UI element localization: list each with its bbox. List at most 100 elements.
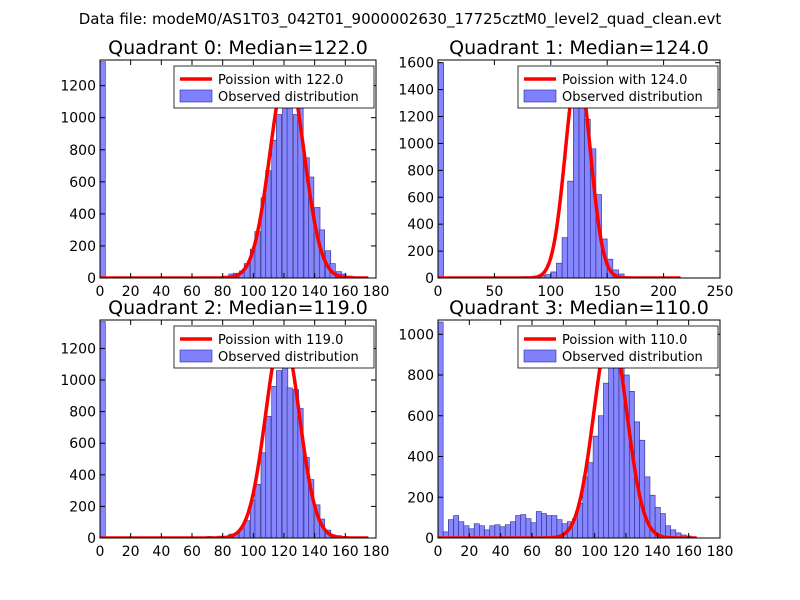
histogram-bar bbox=[463, 525, 470, 538]
axes-frame bbox=[99, 59, 377, 279]
subplot-quadrant-2: Quadrant 2: Median=119.00 20 40 60 80 100 120 1… bbox=[60, 297, 389, 560]
poisson-curve bbox=[100, 330, 370, 538]
y-tick-label: 1400 bbox=[398, 83, 434, 99]
poisson-curve bbox=[100, 67, 370, 278]
legend-label-poisson: Poission with 122.0 bbox=[218, 73, 343, 88]
legend-label-observed: Observed distribution bbox=[218, 90, 359, 105]
histogram-bar bbox=[551, 515, 558, 538]
x-tick-label: 100 bbox=[240, 544, 267, 560]
histogram-bar bbox=[546, 515, 553, 538]
y-tick-label: 400 bbox=[407, 450, 434, 466]
y-tick-label: 600 bbox=[69, 175, 96, 191]
x-tick-label: 60 bbox=[523, 544, 541, 560]
y-tick-label: 0 bbox=[87, 531, 96, 547]
legend-label-observed: Observed distribution bbox=[218, 350, 359, 365]
histogram-bar bbox=[297, 408, 304, 538]
histogram-bar bbox=[453, 515, 459, 538]
histogram-bar bbox=[556, 262, 563, 278]
x-tick-label: 140 bbox=[644, 544, 671, 560]
x-tick-label: 140 bbox=[301, 284, 328, 300]
histogram-bar bbox=[286, 90, 293, 278]
y-tick-label: 800 bbox=[407, 163, 434, 179]
legend-bar-swatch bbox=[523, 349, 557, 363]
histogram-bar bbox=[100, 321, 106, 538]
axes-frame bbox=[437, 319, 721, 539]
legend-label-poisson: Poission with 124.0 bbox=[562, 73, 687, 88]
y-tick-label: 1200 bbox=[398, 110, 434, 126]
x-tick-label: 80 bbox=[214, 544, 232, 560]
legend-bar-swatch bbox=[179, 349, 213, 363]
y-tick-label: 200 bbox=[69, 499, 96, 515]
y-tick-label: 1200 bbox=[60, 79, 96, 95]
x-tick-label: 200 bbox=[650, 284, 677, 300]
x-tick-label: 120 bbox=[271, 284, 298, 300]
histogram-bar bbox=[286, 387, 293, 538]
subplot-title: Quadrant 1: Median=124.0 bbox=[449, 37, 709, 59]
histogram-bar bbox=[550, 271, 557, 278]
legend: Poission with 110.0 Observed distribution bbox=[517, 325, 719, 369]
x-tick-label: 0 bbox=[96, 284, 105, 300]
poisson-curve bbox=[438, 328, 698, 538]
x-tick-label: 20 bbox=[122, 544, 140, 560]
x-tick-label: 80 bbox=[214, 284, 232, 300]
legend: Poission with 119.0 Observed distribution bbox=[173, 325, 375, 369]
x-tick-label: 180 bbox=[363, 284, 390, 300]
x-tick-label: 100 bbox=[581, 544, 608, 560]
histogram-bar bbox=[458, 521, 465, 538]
y-tick-label: 600 bbox=[407, 190, 434, 206]
x-tick-label: 160 bbox=[332, 544, 359, 560]
x-tick-label: 140 bbox=[301, 544, 328, 560]
subplot-title: Quadrant 2: Median=119.0 bbox=[108, 297, 368, 319]
subplot-grid: Quadrant 0: Median=122.00 20 40 60 80 100 120 1… bbox=[60, 37, 733, 560]
x-tick-label: 0 bbox=[96, 544, 105, 560]
histogram-bar bbox=[520, 514, 527, 538]
y-tick-label: 400 bbox=[69, 207, 96, 223]
y-tick-label: 1600 bbox=[398, 56, 434, 72]
histogram-bar bbox=[639, 439, 646, 538]
plot-area bbox=[438, 321, 698, 538]
y-tick-label: 0 bbox=[425, 271, 434, 287]
x-tick-label: 0 bbox=[434, 544, 443, 560]
subplot-quadrant-3: Quadrant 3: Median=110.00 20 40 60 80 100 120 1… bbox=[398, 297, 733, 560]
y-tick-label: 0 bbox=[425, 531, 434, 547]
histogram-bar bbox=[608, 354, 615, 538]
axes-frame bbox=[437, 59, 721, 279]
x-tick-label: 40 bbox=[492, 544, 510, 560]
histogram-bar bbox=[254, 483, 261, 538]
figure-suptitle: Data file: modeM0/AS1T03_042T01_90000026… bbox=[79, 10, 722, 29]
histogram-bar bbox=[489, 525, 496, 538]
y-tick-label: 600 bbox=[407, 409, 434, 425]
histogram-bar bbox=[265, 416, 272, 538]
y-tick-label: 200 bbox=[407, 490, 434, 506]
y-tick-label: 800 bbox=[69, 143, 96, 159]
x-tick-label: 250 bbox=[707, 284, 734, 300]
y-tick-label: 400 bbox=[407, 217, 434, 233]
legend-bar-swatch bbox=[523, 89, 557, 103]
histogram-bar bbox=[276, 114, 283, 278]
x-tick-label: 20 bbox=[122, 284, 140, 300]
subplot-title: Quadrant 3: Median=110.0 bbox=[449, 297, 709, 319]
x-tick-label: 100 bbox=[240, 284, 267, 300]
histogram-bar bbox=[567, 180, 574, 278]
y-tick-label: 1000 bbox=[60, 111, 96, 127]
y-tick-label: 1200 bbox=[60, 341, 96, 357]
x-tick-label: 100 bbox=[537, 284, 564, 300]
y-tick-label: 1000 bbox=[398, 136, 434, 152]
histogram-bar bbox=[603, 382, 609, 538]
subplot-title: Quadrant 0: Median=122.0 bbox=[108, 37, 368, 59]
x-tick-label: 120 bbox=[271, 544, 298, 560]
histogram-bar bbox=[660, 513, 666, 538]
histogram-bar bbox=[561, 237, 569, 278]
x-tick-label: 50 bbox=[485, 284, 503, 300]
y-tick-label: 0 bbox=[87, 271, 96, 287]
y-tick-label: 200 bbox=[69, 239, 96, 255]
legend: Poission with 124.0 Observed distribution bbox=[517, 65, 719, 109]
y-tick-label: 200 bbox=[407, 244, 434, 260]
histogram-bar bbox=[473, 523, 480, 538]
histogram-bar bbox=[494, 524, 501, 538]
legend-bar-swatch bbox=[179, 89, 213, 103]
histogram-bar bbox=[510, 521, 516, 538]
legend-label-observed: Observed distribution bbox=[562, 90, 703, 105]
x-tick-label: 180 bbox=[707, 544, 734, 560]
x-tick-label: 40 bbox=[152, 544, 170, 560]
